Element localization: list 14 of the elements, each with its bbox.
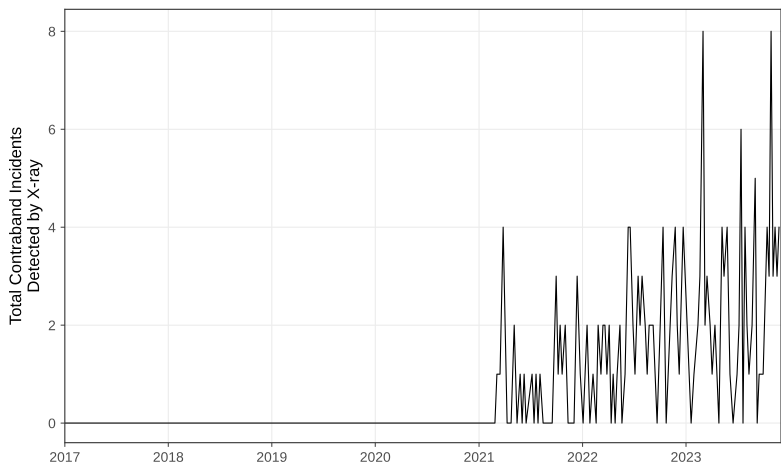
x-tick-label: 2020	[360, 452, 390, 462]
y-tick-label: 4	[48, 222, 56, 232]
y-tick-label: 6	[48, 124, 56, 134]
x-tick-label: 2023	[671, 452, 701, 462]
y-tick-label: 2	[48, 320, 56, 330]
y-tick-label: 0	[48, 418, 56, 428]
y-axis-title: Total Contraband Incidents Detected by X-ray	[9, 127, 43, 325]
x-tick-label: 2018	[154, 452, 184, 462]
x-tick-label: 2022	[568, 452, 598, 462]
y-tick-label: 8	[48, 26, 56, 37]
x-tick-label: 2017	[50, 452, 80, 462]
line-series	[64, 30, 780, 424]
x-tick-label: 2019	[257, 452, 287, 462]
x-tick-label: 2021	[464, 452, 494, 462]
